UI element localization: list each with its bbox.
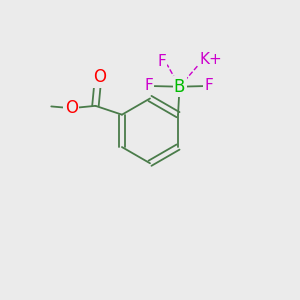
Text: B: B (174, 78, 185, 96)
Text: F: F (144, 78, 153, 93)
Text: O: O (93, 68, 106, 86)
Text: K+: K+ (200, 52, 222, 67)
Text: O: O (65, 99, 78, 117)
Text: F: F (205, 78, 213, 93)
Text: F: F (158, 54, 166, 69)
